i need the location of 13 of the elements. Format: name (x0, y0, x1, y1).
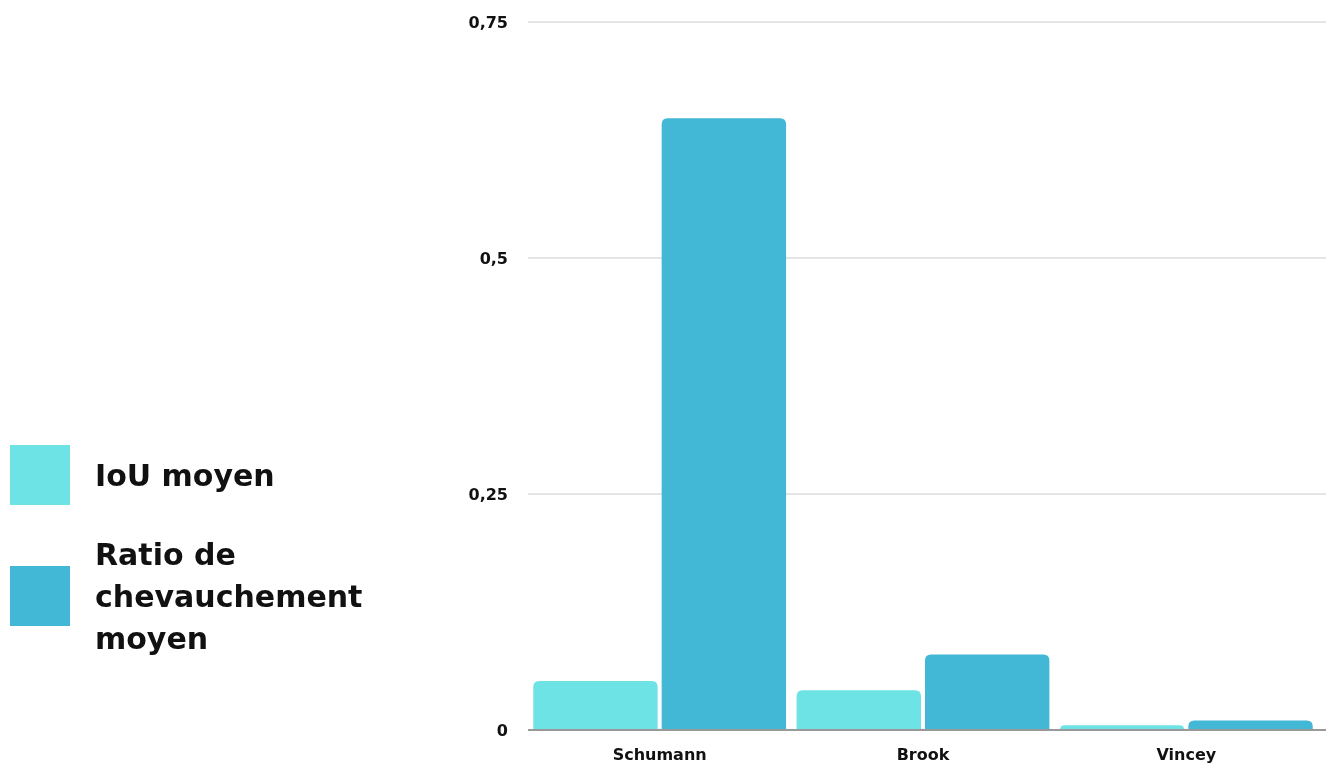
bar (796, 690, 921, 730)
y-tick-label: 0,25 (468, 484, 508, 504)
y-tick-label: 0,5 (479, 248, 508, 268)
bar (661, 118, 787, 730)
y-tick-label: 0 (496, 720, 508, 740)
x-tick-label: Schumann (612, 745, 707, 764)
y-tick-label: 0,75 (468, 12, 508, 32)
legend-label: IoU moyen (95, 457, 275, 493)
bar (533, 680, 658, 730)
x-tick-label: Brook (896, 745, 950, 764)
bar (925, 654, 1050, 730)
x-tick-label: Vincey (1156, 745, 1217, 764)
legend-label: Ratio de chevauchement moyen (95, 536, 363, 656)
